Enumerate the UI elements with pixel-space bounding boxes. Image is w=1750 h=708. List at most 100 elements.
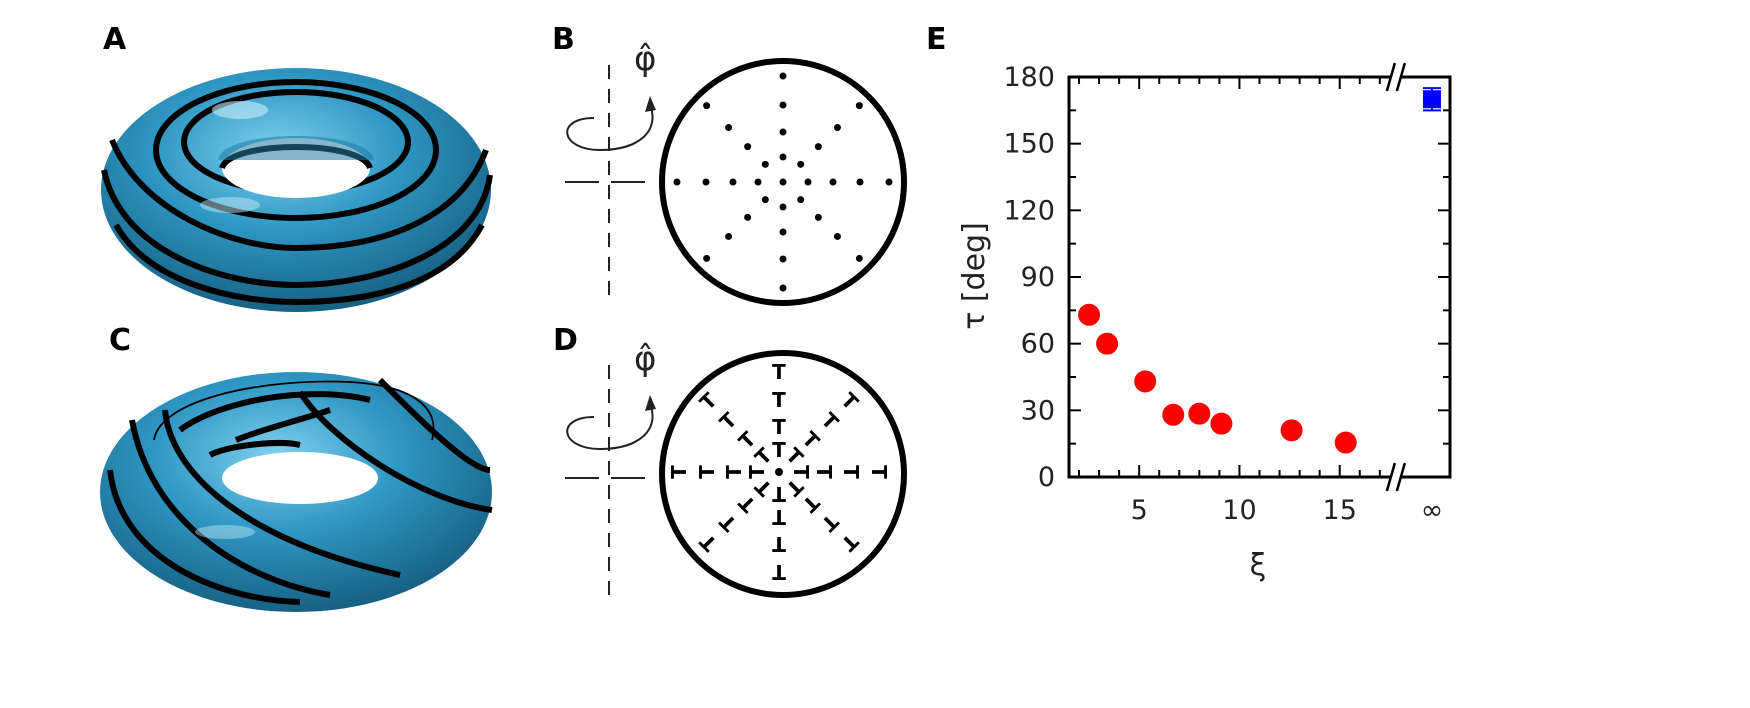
panel-label-a: A <box>103 22 127 57</box>
torus-c-hole <box>222 452 378 504</box>
defect-symbol: T <box>812 465 836 479</box>
dot-b <box>729 178 737 186</box>
defect-symbol: T <box>772 532 786 556</box>
defect-symbol: T <box>772 505 786 529</box>
dot-b <box>779 284 787 292</box>
x-tick-label: 10 <box>1222 495 1256 526</box>
defect-symbol: T <box>722 465 746 479</box>
dot-b <box>673 178 681 186</box>
dot-b <box>855 102 863 110</box>
dot-b <box>702 178 710 186</box>
dot-b <box>779 203 787 211</box>
dot-b <box>761 160 769 168</box>
y-tick-label: 90 <box>1021 262 1055 293</box>
defect-symbol: T <box>772 388 786 412</box>
x-axis-title: ξ <box>1250 548 1267 583</box>
dot-b <box>779 178 787 186</box>
defect-symbol: T <box>745 465 769 479</box>
data-points <box>1078 87 1441 454</box>
dot-b <box>856 178 864 186</box>
dot-b <box>855 254 863 262</box>
arrowhead-b <box>645 96 656 112</box>
defect-symbol: T <box>667 465 691 479</box>
dot-b <box>744 143 752 151</box>
rotation-arrow-d <box>566 403 654 451</box>
dot-b <box>885 178 893 186</box>
rotation-arrow-b <box>566 104 654 152</box>
defect-symbol: T <box>772 360 786 384</box>
chart-frame <box>1067 62 1452 492</box>
defect-symbol: T <box>772 415 786 439</box>
axis-break-mark <box>1395 462 1407 492</box>
x-tick-label: ∞ <box>1421 495 1444 526</box>
plot-border <box>1067 75 1452 479</box>
phi-label-d: φ̂ <box>634 339 656 379</box>
panel-label-d: D <box>553 323 578 358</box>
cross-section-circle-d <box>659 350 907 598</box>
dot-b <box>779 153 787 161</box>
dot-b <box>833 232 841 240</box>
data-point-red <box>1078 303 1101 326</box>
panel-label-e: E <box>926 22 947 57</box>
dot-b <box>779 128 787 136</box>
y-axis-title: τ [deg] <box>957 222 992 330</box>
dot-b <box>725 232 733 240</box>
dot-b <box>814 143 822 151</box>
data-point-red <box>1096 332 1119 355</box>
y-tick-label: 120 <box>1003 195 1055 226</box>
dot-b <box>754 178 762 186</box>
defect-symbol: T <box>772 560 786 584</box>
x-ticks: 5 10 15 ∞ <box>1078 77 1444 526</box>
y-tick-label: 30 <box>1021 395 1055 426</box>
y-tick-label: 180 <box>1003 62 1055 93</box>
y-tick-label: 0 <box>1038 462 1055 493</box>
arrowhead-d <box>645 395 656 411</box>
data-point-blue <box>1422 90 1441 109</box>
axis-break-mark <box>1395 62 1407 92</box>
dot-b <box>703 254 711 262</box>
defect-symbol: T <box>789 465 813 479</box>
dot-b <box>829 178 837 186</box>
dot-b <box>779 101 787 109</box>
dots-b <box>673 72 893 292</box>
data-point-red <box>1280 419 1303 442</box>
y-tick-label: 60 <box>1021 329 1055 360</box>
dot-b <box>779 255 787 263</box>
data-point-red <box>1162 403 1185 426</box>
dot-b <box>833 124 841 132</box>
defect-symbol: T <box>695 465 719 479</box>
defect-symbol: T <box>772 482 786 506</box>
dot-b <box>703 102 711 110</box>
phi-label-b: φ̂ <box>634 39 656 79</box>
data-point-red <box>1188 402 1211 425</box>
axis-break-mark <box>1385 62 1397 92</box>
dot-b <box>814 213 822 221</box>
center-dot-d <box>775 468 783 476</box>
dot-b <box>797 196 805 204</box>
torus-a-stripes <box>101 79 493 306</box>
dot-b <box>779 72 787 80</box>
data-point-red <box>1334 431 1357 454</box>
y-tick-label: 150 <box>1003 129 1055 160</box>
dot-b <box>725 124 733 132</box>
panel-label-b: B <box>552 22 575 57</box>
data-point-red <box>1210 412 1233 435</box>
axis-break-mark <box>1385 462 1397 492</box>
data-point-red <box>1134 370 1157 393</box>
x-tick-label: 5 <box>1131 495 1148 526</box>
dot-b <box>797 160 805 168</box>
defect-symbol: T <box>772 438 786 462</box>
cross-section-circle-b <box>659 58 907 306</box>
dot-b <box>744 213 752 221</box>
y-ticks: 0 30 60 90 120 150 180 <box>1003 62 1450 493</box>
dot-b <box>761 196 769 204</box>
dot-b <box>804 178 812 186</box>
panel-label-c: C <box>109 323 132 358</box>
dot-b <box>779 228 787 236</box>
defect-symbol: T <box>867 465 891 479</box>
x-tick-label: 15 <box>1323 495 1357 526</box>
defect-symbol: T <box>839 465 863 479</box>
